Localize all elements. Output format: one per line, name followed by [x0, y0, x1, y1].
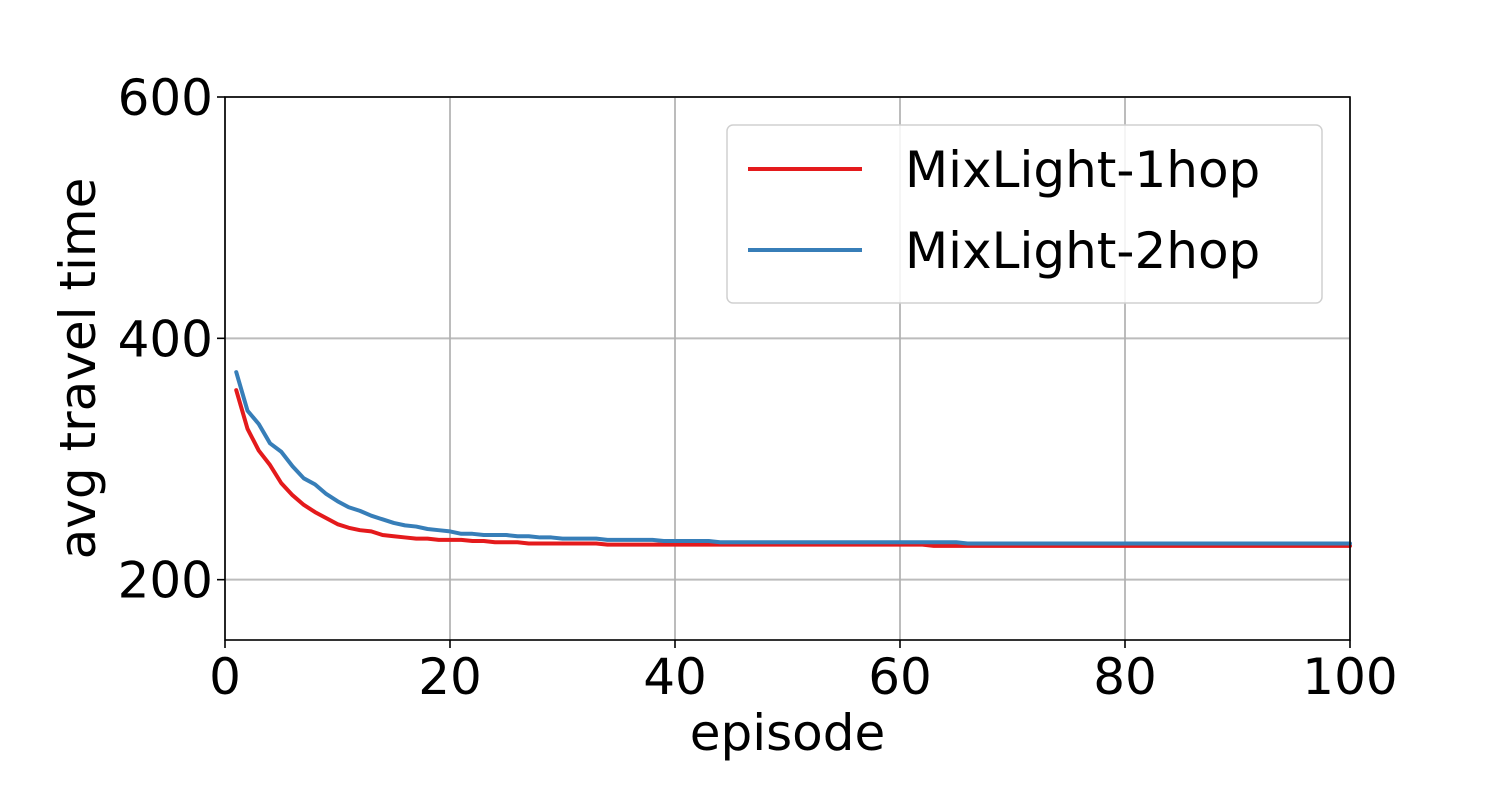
plot-series [234, 370, 1352, 548]
y-tick-label: 200 [118, 552, 213, 610]
y-axis-label: avg travel time [49, 178, 107, 560]
legend-label-mixlight-1hop: MixLight-1hop [905, 141, 1260, 199]
series-line-mixlight-1hop [234, 388, 1352, 548]
x-tick-label: 40 [643, 648, 707, 706]
x-axis-ticks: 0 20 40 60 80 100 [209, 640, 1398, 706]
x-tick-label: 80 [1093, 648, 1157, 706]
x-axis-label: episode [690, 704, 886, 762]
x-tick-label: 100 [1302, 648, 1397, 706]
x-tick-label: 0 [209, 648, 241, 706]
x-tick-label: 20 [418, 648, 482, 706]
legend-label-mixlight-2hop: MixLight-2hop [905, 222, 1260, 280]
y-axis-ticks: 200 400 600 [118, 69, 225, 610]
y-tick-label: 600 [118, 69, 213, 127]
legend-box [726, 124, 1323, 304]
series-line-mixlight-2hop [234, 370, 1352, 546]
x-tick-label: 60 [868, 648, 932, 706]
plot-frame [224, 96, 1351, 641]
legend: MixLight-1hop MixLight-2hop [726, 124, 1323, 304]
y-tick-label: 400 [118, 310, 213, 368]
